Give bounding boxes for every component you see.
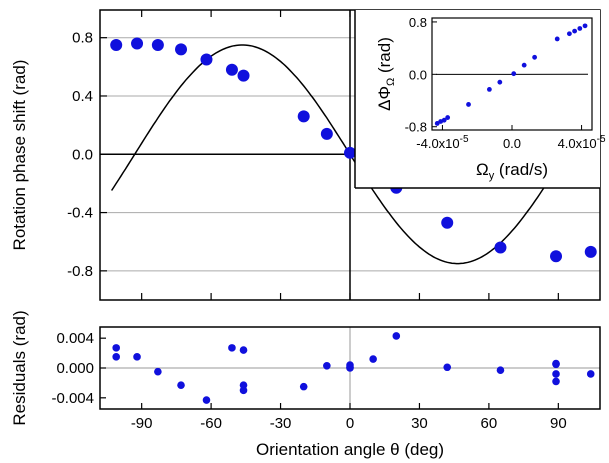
x-tick-label: 30	[411, 415, 428, 432]
residuals-y-label: Residuals (rad)	[10, 310, 29, 425]
data-point	[344, 146, 356, 159]
inset-x-label: Ωy (rad/s)	[476, 160, 548, 182]
inset-data-point	[445, 115, 451, 120]
inset-data-points	[434, 23, 588, 126]
data-point	[441, 216, 454, 229]
residual-point	[133, 353, 141, 361]
data-point	[131, 37, 144, 50]
data-point	[175, 43, 188, 56]
inset-data-point	[511, 71, 517, 77]
x-axis-label: Orientation angle θ (deg)	[256, 440, 444, 459]
data-point	[200, 53, 213, 66]
residuals-y-ticks: -0.004 0.000 0.004	[51, 330, 106, 407]
main-y-label: Rotation phase shift (rad)	[10, 60, 29, 251]
y-tick-label: -0.8	[67, 263, 93, 280]
residual-point	[239, 386, 248, 395]
y-tick-label: -0.4	[67, 205, 93, 222]
data-point	[297, 110, 310, 123]
residual-point	[154, 367, 162, 376]
inset-data-point	[434, 121, 440, 126]
data-point	[584, 245, 597, 258]
data-point	[110, 38, 123, 51]
inset-data-point	[521, 62, 527, 68]
inset-y-tick-label: -0.8	[405, 120, 427, 135]
residual-point	[177, 381, 185, 389]
residual-point	[552, 370, 560, 378]
inset-data-point	[577, 26, 583, 31]
y-tick-label: 0.4	[72, 88, 93, 105]
residuals-x-ticks: -90 -60 -30 0 30 60 90	[131, 403, 567, 432]
inset-y-tick-label: 0.0	[409, 67, 427, 82]
data-point	[320, 127, 333, 140]
residual-point	[392, 332, 401, 340]
data-point	[494, 241, 507, 254]
x-tick-label: 60	[481, 415, 498, 432]
inset-data-point	[566, 31, 572, 37]
x-tick-label: 0	[346, 415, 354, 432]
residual-point	[202, 396, 211, 404]
inset-x-tick-label: 4.0x10-5	[558, 134, 606, 151]
inset-panel: -4.0x10-5 0.0 4.0x10-5 -0.8 0.0 0.8 Ωy (rad/…	[354, 10, 606, 189]
residual-point	[552, 377, 560, 386]
y-tick-label: -0.004	[51, 390, 94, 407]
y-tick-label: 0.004	[56, 330, 94, 347]
inset-data-point	[554, 36, 560, 42]
x-tick-label: 90	[550, 415, 567, 432]
residual-point	[586, 370, 595, 378]
residual-point	[552, 359, 560, 368]
inset-x-ticks: -4.0x10-5 0.0 4.0x10-5	[416, 125, 606, 151]
residual-point	[228, 344, 236, 352]
x-tick-label: -30	[270, 415, 292, 432]
inset-data-point	[486, 86, 492, 92]
main-panel: -0.8 -0.4 0.0 0.4 0.8	[67, 9, 601, 301]
residual-point	[369, 355, 377, 363]
x-tick-label: -90	[131, 415, 153, 432]
data-point	[151, 38, 164, 51]
residuals-panel: -90 -60 -30 0 30 60 90 -0.004 0.000 0.004	[51, 326, 601, 432]
inset-y-tick-label: 0.8	[409, 15, 427, 30]
residual-point	[112, 353, 121, 361]
inset-data-point	[497, 79, 503, 85]
data-point	[237, 69, 250, 82]
y-tick-label: 0.8	[72, 30, 93, 47]
residual-point	[299, 382, 308, 391]
inset-x-tick-label: 0.0	[503, 136, 521, 151]
residual-point	[346, 364, 354, 372]
data-point	[550, 250, 563, 263]
residual-point	[239, 346, 248, 354]
residual-point	[443, 363, 452, 372]
y-tick-label: 0.000	[56, 360, 94, 377]
main-y-ticks: -0.8 -0.4 0.0 0.4 0.8	[67, 30, 107, 280]
inset-data-point	[532, 54, 538, 60]
residual-point	[496, 366, 505, 375]
data-point	[225, 63, 238, 76]
inset-data-point	[466, 102, 471, 107]
inset-y-ticks: -0.8 0.0 0.8	[405, 15, 437, 135]
inset-data-point	[572, 28, 578, 34]
x-tick-label: -60	[200, 415, 222, 432]
inset-data-point	[582, 23, 588, 29]
y-tick-label: 0.0	[72, 146, 93, 163]
residual-point	[239, 381, 248, 389]
inset-y-label: ΔΦΩ (rad)	[375, 37, 397, 111]
inset-x-tick-label: -4.0x10-5	[416, 134, 469, 151]
residual-point	[112, 344, 121, 352]
inset-data-point	[441, 117, 447, 123]
residual-point	[323, 361, 331, 370]
residuals-data-points	[112, 332, 595, 404]
